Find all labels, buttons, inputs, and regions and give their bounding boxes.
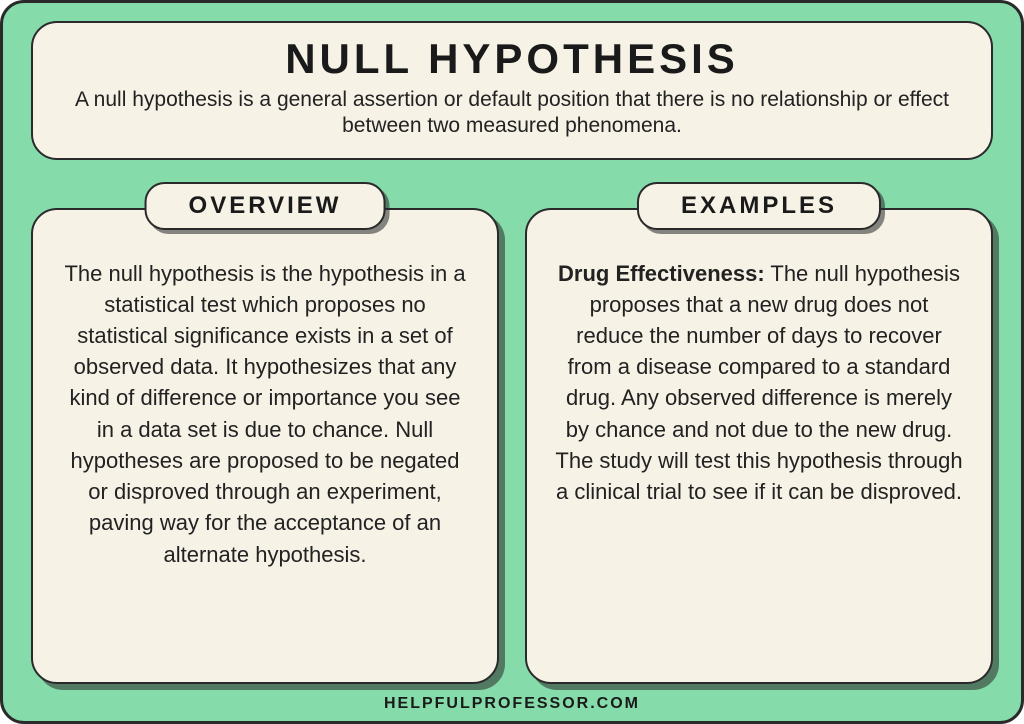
examples-lead: Drug Effectiveness: (558, 261, 765, 286)
page-title: NULL HYPOTHESIS (73, 35, 951, 83)
overview-body: The null hypothesis is the hypothesis in… (59, 258, 471, 570)
columns-wrapper: OVERVIEW The null hypothesis is the hypo… (31, 208, 993, 684)
overview-card: OVERVIEW The null hypothesis is the hypo… (31, 208, 499, 684)
overview-label: OVERVIEW (145, 182, 386, 230)
examples-label: EXAMPLES (637, 182, 881, 230)
infographic-frame: NULL HYPOTHESIS A null hypothesis is a g… (0, 0, 1024, 724)
header-panel: NULL HYPOTHESIS A null hypothesis is a g… (31, 21, 993, 160)
footer-credit: HELPFULPROFESSOR.COM (3, 695, 1021, 713)
examples-body: Drug Effectiveness: The null hypothesis … (553, 258, 965, 508)
examples-text: The null hypothesis proposes that a new … (555, 261, 962, 505)
examples-card: EXAMPLES Drug Effectiveness: The null hy… (525, 208, 993, 684)
page-subtitle: A null hypothesis is a general assertion… (73, 87, 951, 140)
